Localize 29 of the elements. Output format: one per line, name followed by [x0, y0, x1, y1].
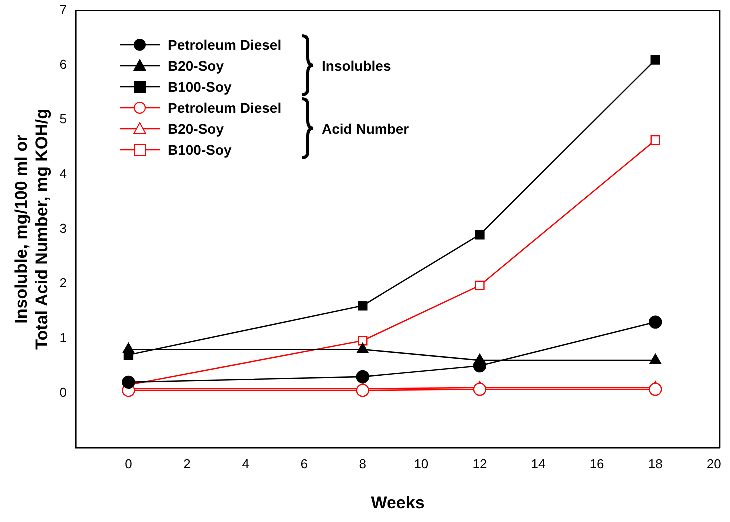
annotation: Insolubles — [322, 58, 392, 74]
y-tick-label: 1 — [60, 330, 68, 346]
x-tick-label: 2 — [184, 456, 191, 472]
legend-label: Petroleum Diesel — [168, 36, 282, 52]
x-tick-label: 16 — [590, 456, 604, 472]
y-axis-title: Insoluble, mg/100 ml or Total Acid Number, mg KOH/g — [12, 108, 52, 350]
legend-label: B20-Soy — [168, 58, 224, 74]
annotation: Acid Number — [322, 120, 410, 136]
y-tick-label: 0 — [60, 384, 68, 400]
x-tick-label: 6 — [300, 456, 308, 472]
y-tick-label: 3 — [60, 220, 68, 236]
legend-label: B100-Soy — [168, 78, 232, 94]
x-tick-label: 4 — [242, 456, 250, 472]
x-tick-label: 18 — [648, 456, 663, 472]
x-axis-title: Weeks — [371, 493, 425, 512]
x-tick-label: 20 — [706, 456, 722, 472]
x-tick-label: 10 — [414, 456, 429, 472]
y-tick-label: 5 — [60, 112, 68, 127]
y-tick-label: 2 — [60, 276, 68, 291]
legend-label: B20-Soy — [168, 120, 224, 136]
legend-label: Petroleum Diesel — [168, 100, 282, 116]
x-tick-label: 14 — [531, 456, 546, 472]
legend-label: B100-Soy — [168, 142, 232, 158]
x-tick-label: 0 — [125, 456, 132, 472]
y-tick-label: 4 — [60, 166, 68, 182]
x-tick-label: 12 — [472, 456, 488, 472]
y-tick-label: 7 — [60, 2, 68, 18]
x-tick-label: 8 — [359, 456, 367, 472]
y-tick-label: 6 — [60, 57, 68, 72]
